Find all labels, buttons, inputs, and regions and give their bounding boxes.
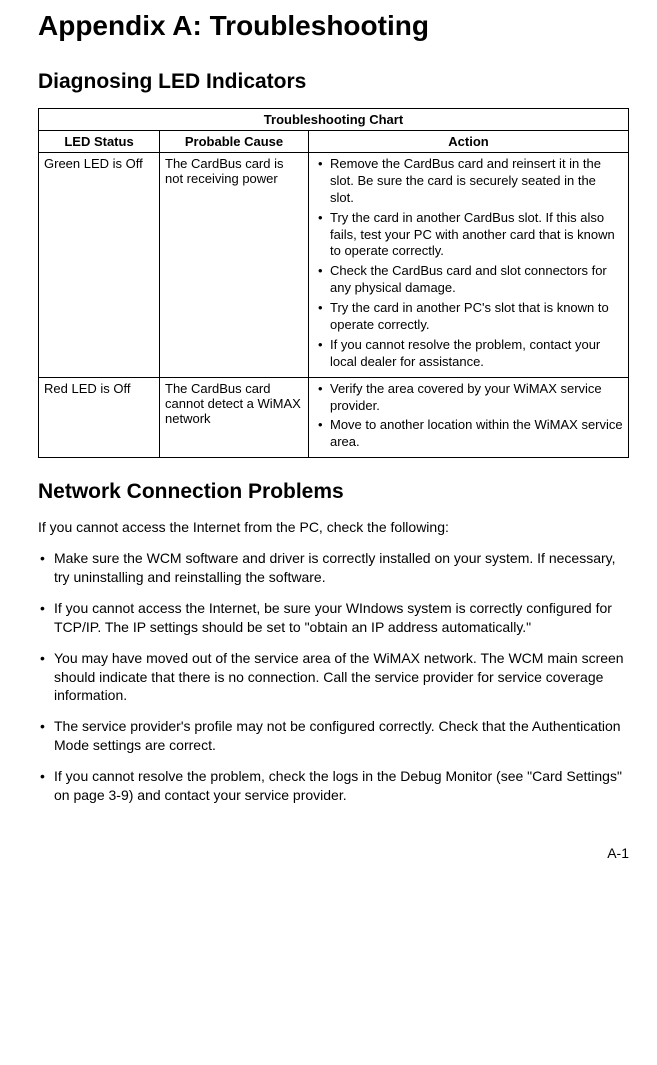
page-title: Appendix A: Troubleshooting [38,10,629,42]
table-row: Red LED is Off The CardBus card cannot d… [39,377,629,458]
cell-cause: The CardBus card cannot detect a WiMAX n… [160,377,309,458]
list-item: Make sure the WCM software and driver is… [54,549,629,587]
page-number: A-1 [38,845,629,861]
action-item: Try the card in another PC's slot that i… [330,300,623,334]
action-item: If you cannot resolve the problem, conta… [330,337,623,371]
section-intro: If you cannot access the Internet from t… [38,518,629,537]
action-item: Move to another location within the WiMA… [330,417,623,451]
col-header-cause: Probable Cause [160,131,309,153]
list-item: If you cannot resolve the problem, check… [54,767,629,805]
table-row: Green LED is Off The CardBus card is not… [39,153,629,378]
troubleshooting-table: Troubleshooting Chart LED Status Probabl… [38,108,629,458]
section-heading: Network Connection Problems [38,480,629,504]
table-title-row: Troubleshooting Chart [39,109,629,131]
list-item: If you cannot access the Internet, be su… [54,599,629,637]
cell-led: Green LED is Off [39,153,160,378]
table-title: Troubleshooting Chart [39,109,629,131]
action-item: Verify the area covered by your WiMAX se… [330,381,623,415]
action-list: Verify the area covered by your WiMAX se… [314,381,623,452]
action-item: Try the card in another CardBus slot. If… [330,210,623,261]
section-heading: Diagnosing LED Indicators [38,70,629,94]
cell-action: Verify the area covered by your WiMAX se… [309,377,629,458]
action-item: Remove the CardBus card and reinsert it … [330,156,623,207]
col-header-led: LED Status [39,131,160,153]
list-item: You may have moved out of the service ar… [54,649,629,706]
action-item: Check the CardBus card and slot connecto… [330,263,623,297]
cell-led: Red LED is Off [39,377,160,458]
cell-action: Remove the CardBus card and reinsert it … [309,153,629,378]
table-header-row: LED Status Probable Cause Action [39,131,629,153]
cell-cause: The CardBus card is not receiving power [160,153,309,378]
col-header-action: Action [309,131,629,153]
action-list: Remove the CardBus card and reinsert it … [314,156,623,371]
network-problem-list: Make sure the WCM software and driver is… [38,549,629,805]
list-item: The service provider's profile may not b… [54,717,629,755]
